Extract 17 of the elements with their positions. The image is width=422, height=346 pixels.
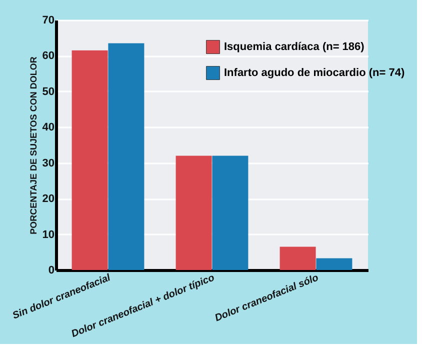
- y-tick-label: 50: [42, 86, 54, 98]
- bar: [72, 50, 108, 270]
- y-tick-label: 0: [48, 264, 54, 276]
- y-tick-label: 60: [42, 50, 54, 62]
- legend-label: Infarto agudo de miocardio (n= 74): [224, 67, 405, 79]
- y-tick-label: 20: [42, 193, 54, 206]
- bar: [316, 258, 352, 270]
- bar: [176, 156, 212, 270]
- bar: [280, 246, 316, 270]
- bar: [108, 43, 144, 270]
- y-tick-label: 70: [42, 14, 54, 26]
- y-axis-title: PORCENTAJE DE SUJETOS CON DOLOR: [28, 56, 38, 234]
- y-tick-label: 10: [42, 228, 54, 241]
- bar: [212, 156, 248, 270]
- legend-label: Isquemia cardíaca (n= 186): [224, 41, 365, 53]
- y-tick-label: 40: [42, 122, 54, 134]
- y-tick-label: 30: [42, 157, 54, 170]
